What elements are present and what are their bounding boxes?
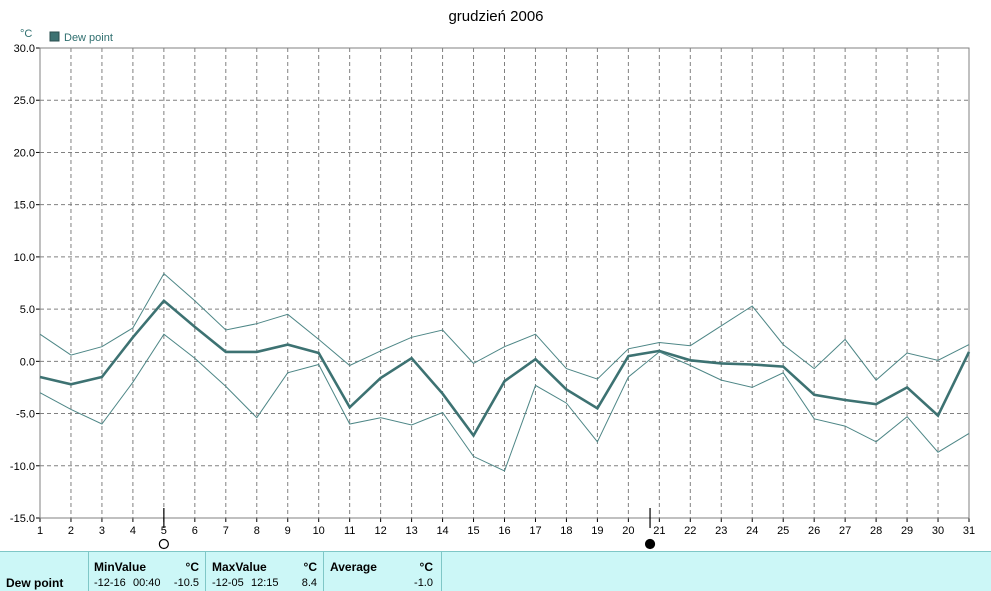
plot-frame	[39, 47, 970, 519]
max-date: -12-05	[212, 577, 244, 589]
legend-swatch	[49, 31, 60, 42]
x-tick-label: 8	[254, 525, 260, 537]
y-tick-label: 10.0	[14, 252, 35, 264]
x-tick-label: 13	[405, 525, 417, 537]
x-tick-label: 19	[591, 525, 603, 537]
x-tick-label: 4	[130, 525, 136, 537]
y-tick-label: 30.0	[14, 43, 35, 55]
x-tick-label: 6	[192, 525, 198, 537]
max-value: 8.4	[301, 577, 317, 589]
series-line-max	[39, 272, 970, 381]
x-tick-label: 9	[285, 525, 291, 537]
min-value-cell: MinValue °C -12-16 00:40 -10.5	[89, 552, 206, 591]
max-header: MaxValue	[212, 560, 267, 574]
average-unit: °C	[419, 560, 433, 574]
series-line-min	[39, 333, 970, 472]
x-tick-label: 20	[622, 525, 634, 537]
x-tick-label: 1	[37, 525, 43, 537]
grid	[40, 48, 969, 518]
y-tick-label: -15.0	[10, 513, 35, 525]
x-tick-label: 2	[68, 525, 74, 537]
x-tick-label: 21	[653, 525, 665, 537]
average-header: Average	[330, 560, 377, 574]
x-tick-label: 18	[560, 525, 572, 537]
statistics-panel: Dew point MinValue °C -12-16 00:40 -10.5…	[0, 551, 991, 591]
moon-full-icon	[158, 538, 169, 550]
y-tick-label: 0.0	[20, 356, 35, 368]
x-tick-label: 10	[313, 525, 325, 537]
x-tick-label: 17	[529, 525, 541, 537]
x-tick-label: 12	[375, 525, 387, 537]
y-tick-label: 20.0	[14, 147, 35, 159]
stats-row-label: Dew point	[6, 576, 64, 590]
x-tick-label: 22	[684, 525, 696, 537]
y-tick-label: -5.0	[16, 409, 35, 421]
x-tick-label: 31	[963, 525, 975, 537]
min-header: MinValue	[94, 560, 147, 574]
series-line-dew-point	[39, 298, 971, 438]
average-value: -1.0	[414, 577, 433, 589]
x-tick-label: 27	[839, 525, 851, 537]
y-tick-label: 15.0	[14, 200, 35, 212]
axes: 1 2 3 4 5 6 7 8 9 10 11 12 13 14 15 16 17 18 19 20 21 22 23 24 2…	[10, 43, 975, 537]
min-value: -10.5	[173, 577, 199, 589]
min-date: -12-16	[94, 577, 126, 589]
x-tick-label: 24	[746, 525, 758, 537]
y-tick-label: 25.0	[14, 95, 35, 107]
x-tick-label: 11	[344, 525, 355, 537]
moon-new-icon	[644, 538, 656, 550]
x-tick-label: 30	[932, 525, 944, 537]
y-tick-label: -10.0	[10, 461, 35, 473]
x-tick-label: 15	[467, 525, 479, 537]
x-tick-label: 5	[161, 525, 167, 537]
max-value-cell: MaxValue °C -12-05 12:15 8.4	[206, 552, 324, 591]
x-tick-label: 25	[777, 525, 789, 537]
y-unit-label: °C	[20, 28, 32, 40]
dew-point-chart: grudzień 2006 °C Dew point 1 2 3 4 5 6 7 8 9 10 11…	[10, 8, 975, 550]
average-cell: Average °C -1.0	[324, 552, 442, 591]
x-tick-label: 26	[808, 525, 820, 537]
x-tick-label: 28	[870, 525, 882, 537]
x-tick-label: 16	[498, 525, 510, 537]
x-tick-label: 23	[715, 525, 727, 537]
x-tick-label: 7	[223, 525, 229, 537]
stats-label-cell: Dew point	[0, 552, 89, 591]
series	[39, 272, 971, 472]
max-unit: °C	[303, 560, 317, 574]
max-time: 12:15	[251, 577, 279, 589]
y-tick-label: 5.0	[20, 304, 35, 316]
min-unit: °C	[185, 560, 199, 574]
chart-title: grudzień 2006	[448, 8, 543, 25]
min-time: 00:40	[133, 577, 161, 589]
x-tick-label: 29	[901, 525, 913, 537]
legend-label: Dew point	[64, 32, 113, 44]
x-tick-label: 14	[436, 525, 448, 537]
x-tick-label: 3	[99, 525, 105, 537]
moon-phases	[158, 508, 656, 550]
